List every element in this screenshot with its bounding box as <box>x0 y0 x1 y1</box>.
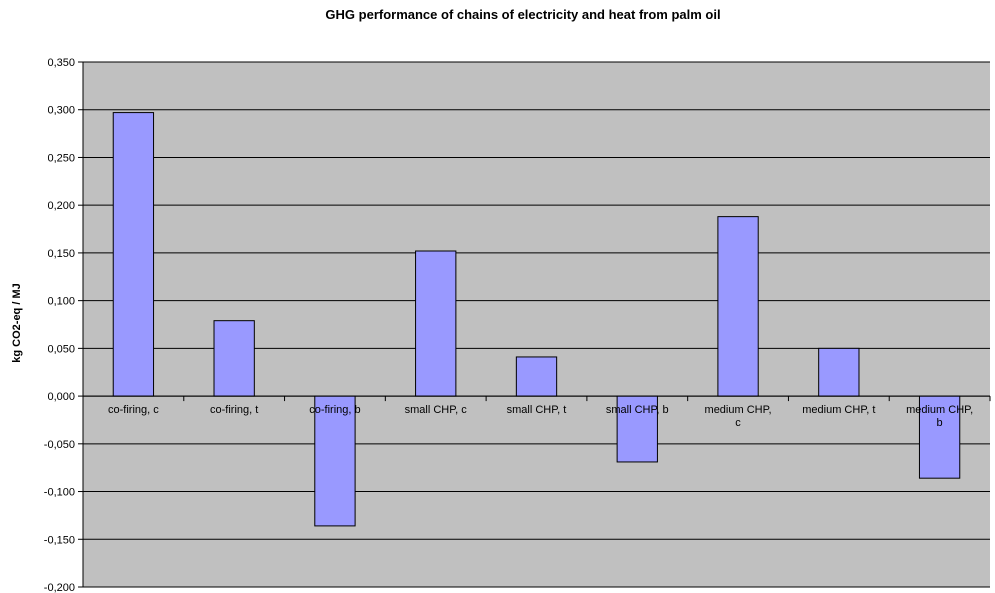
y-tick-label: 0,100 <box>47 296 75 308</box>
bar <box>112 112 155 397</box>
category-label: co-firing, b <box>309 404 360 416</box>
category-label: co-firing, t <box>210 404 258 416</box>
bar <box>213 320 255 397</box>
category-label: medium CHP, t <box>802 404 875 416</box>
y-tick-label: -0,200 <box>44 582 75 593</box>
bar <box>314 395 356 527</box>
category-label: small CHP, t <box>507 404 567 416</box>
plot-area: 0,350 0,300 0,250 0,200 0,150 0,100 0,050 0,000… <box>44 57 991 593</box>
y-tick-label: 0,150 <box>47 248 75 260</box>
y-tick-label: 0,350 <box>47 57 75 69</box>
category-label: co-firing, c <box>108 404 159 416</box>
y-tick-label: -0,150 <box>44 534 75 546</box>
bar <box>515 356 558 397</box>
category-label: b <box>937 417 943 429</box>
chart-title: GHG performance of chains of electricity… <box>325 7 720 22</box>
y-tick-label: 0,000 <box>47 391 75 403</box>
y-tick-label: -0,100 <box>44 487 75 499</box>
y-tick-label: 0,300 <box>47 105 75 117</box>
bar <box>818 347 860 397</box>
category-label: c <box>735 417 741 429</box>
bar <box>415 250 457 397</box>
bar <box>616 395 658 463</box>
y-tick-label: 0,200 <box>47 200 75 212</box>
y-tick-label: -0,050 <box>44 439 75 451</box>
y-axis-label: kg CO2-eq / MJ <box>11 283 23 362</box>
bar <box>717 216 759 397</box>
category-label: small CHP, b <box>606 404 669 416</box>
category-label: small CHP, c <box>405 404 468 416</box>
category-label: medium CHP, <box>906 404 973 416</box>
bar <box>918 395 961 479</box>
y-tick-label: 0,050 <box>47 343 75 355</box>
y-tick-label: 0,250 <box>47 152 75 164</box>
category-label: medium CHP, <box>705 404 772 416</box>
